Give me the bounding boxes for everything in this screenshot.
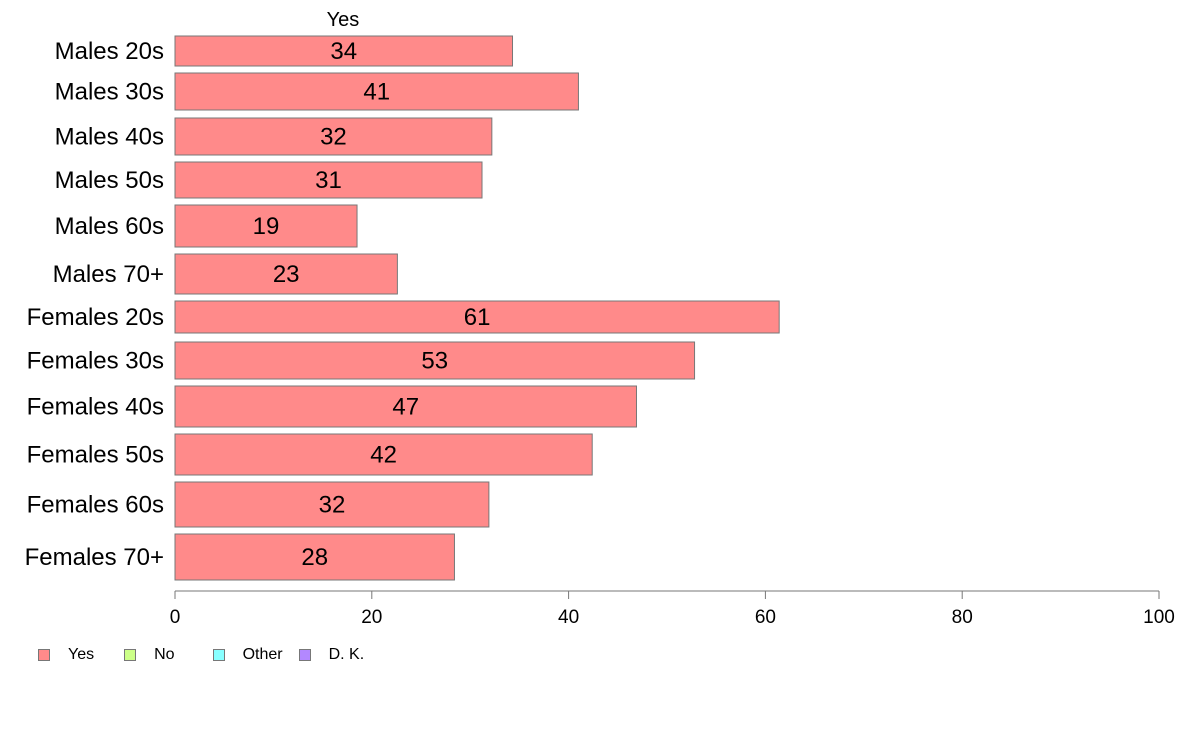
bar-females-30s	[174, 341, 696, 380]
bar-females-40s	[174, 385, 637, 428]
category-label-females-70: Females 70+	[25, 544, 164, 571]
bar-males-60s	[174, 204, 358, 248]
category-label-males-50s: Males 50s	[55, 167, 164, 194]
x-axis: 0 20 40 60 80 100	[170, 590, 1175, 628]
bar-value-label-males-40s: 32	[320, 124, 347, 151]
category-label-females-20s: Females 20s	[27, 304, 164, 331]
category-label-females-60s: Females 60s	[27, 492, 164, 519]
category-label-females-30s: Females 30s	[27, 348, 164, 375]
legend-swatch-no	[124, 649, 137, 661]
bar-value-label-females-70: 28	[301, 544, 328, 571]
legend-item-other: Other	[212, 646, 283, 664]
bar-females-20s	[174, 300, 780, 334]
x-tick-label-60: 60	[755, 607, 776, 628]
bar-value-label-males-30s: 41	[363, 79, 390, 106]
bar-value-label-females-40s: 47	[392, 394, 419, 421]
x-tick-label-20: 20	[361, 607, 382, 628]
bar-value-label-females-60s: 32	[319, 492, 346, 519]
bar-females-70	[174, 533, 455, 581]
legend-swatch-dk	[298, 649, 311, 661]
legend-swatch-other	[212, 649, 225, 661]
bar-value-label-females-30s: 53	[421, 348, 448, 375]
category-label-males-20s: Males 20s	[55, 38, 164, 65]
x-tick-label-40: 40	[558, 607, 579, 628]
bar-value-label-males-50s: 31	[315, 167, 342, 194]
category-label-males-60s: Males 60s	[55, 213, 164, 240]
bar-females-60s	[174, 481, 490, 528]
bar-males-40s	[174, 117, 493, 156]
legend-label-other: Other	[242, 646, 283, 663]
bar-males-70	[174, 253, 398, 295]
category-label-males-30s: Males 30s	[55, 79, 164, 106]
x-tick-label-100: 100	[1143, 607, 1175, 628]
category-label-females-50s: Females 50s	[27, 442, 164, 469]
legend: Yes No Other D. K.	[38, 646, 364, 664]
x-tick-label-80: 80	[952, 607, 973, 628]
category-label-males-40s: Males 40s	[55, 124, 164, 151]
bar-value-label-males-20s: 34	[330, 38, 357, 65]
bar-value-label-males-70: 23	[273, 261, 300, 288]
bar-females-50s	[174, 433, 593, 476]
legend-item-no: No	[124, 646, 175, 664]
legend-swatch-yes	[38, 649, 50, 661]
legend-label-yes: Yes	[68, 646, 95, 663]
legend-label-no: No	[154, 646, 175, 663]
bar-males-50s	[174, 161, 483, 199]
series-header: Yes	[327, 9, 360, 31]
category-label-females-40s: Females 40s	[27, 394, 164, 421]
bars-layer: Males 20s 34 Males 30s 41 Males 40s 32 Males 5…	[25, 35, 780, 581]
bar-value-label-males-60s: 19	[253, 213, 280, 240]
x-tick-label-0: 0	[170, 607, 181, 628]
bar-males-30s	[174, 72, 579, 111]
bar-value-label-females-50s: 42	[370, 442, 397, 469]
bar-value-label-females-20s: 61	[464, 304, 491, 331]
category-label-males-70: Males 70+	[53, 261, 164, 288]
legend-item-dk: D. K.	[298, 646, 365, 664]
bar-males-20s	[174, 35, 514, 67]
legend-item-yes: Yes	[38, 646, 94, 664]
legend-label-dk: D. K.	[328, 646, 365, 663]
